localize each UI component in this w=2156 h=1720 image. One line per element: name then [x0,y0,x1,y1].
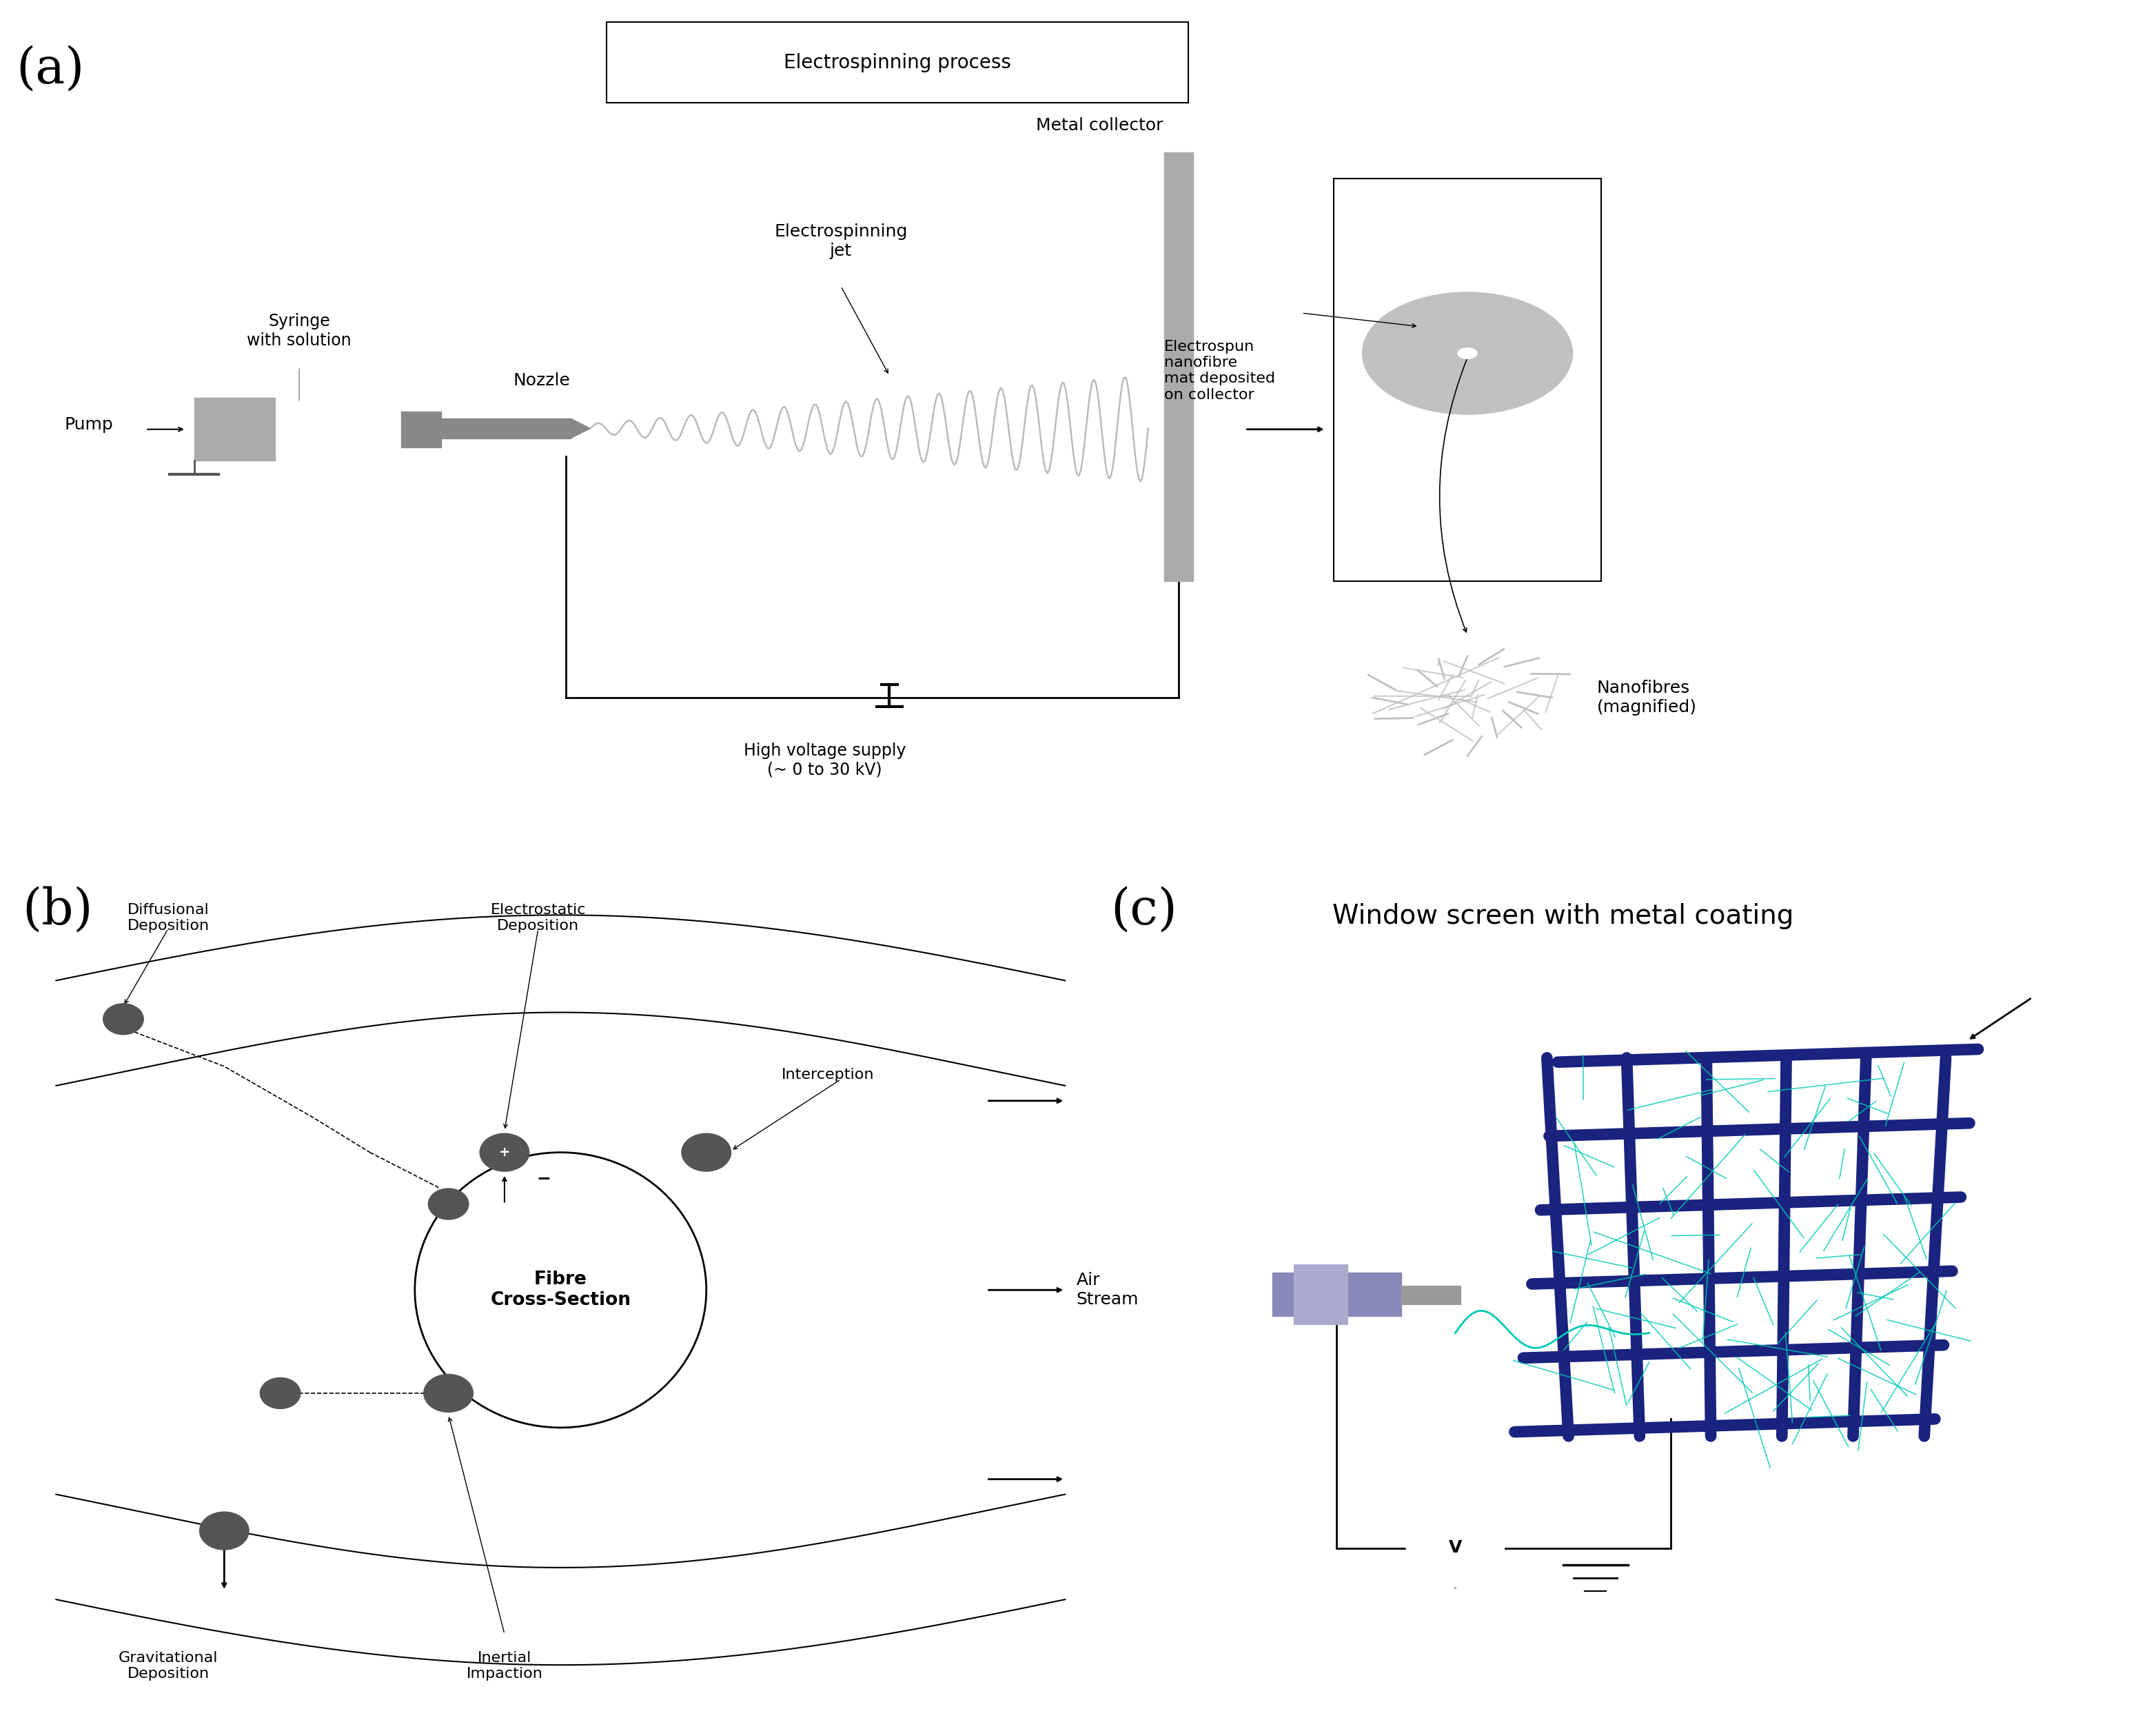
Circle shape [261,1378,300,1409]
Text: Fibre
Cross-Section: Fibre Cross-Section [489,1271,632,1309]
Ellipse shape [414,1152,707,1428]
Text: Air
Stream: Air Stream [1076,1273,1138,1307]
Bar [192,402,401,456]
Circle shape [681,1133,731,1171]
Circle shape [1408,1510,1505,1586]
Bar [1272,1273,1401,1316]
Text: Electrospun
nanofibre
mat deposited
on collector: Electrospun nanofibre mat deposited on c… [1164,341,1274,402]
Circle shape [429,1189,468,1219]
Text: Syringe
with solution: Syringe with solution [248,313,351,349]
Circle shape [103,1004,144,1034]
Text: Electrospinning process: Electrospinning process [785,53,1011,72]
Text: Gravitational
Deposition: Gravitational Deposition [119,1651,218,1680]
Circle shape [481,1133,528,1171]
Text: +: + [498,1146,511,1159]
Text: Metal collector: Metal collector [1037,117,1162,134]
Text: (a): (a) [17,45,84,93]
Text: High voltage supply
(~ 0 to 30 kV): High voltage supply (~ 0 to 30 kV) [744,743,906,777]
Text: Nozzle: Nozzle [513,373,569,389]
Circle shape [425,1374,472,1412]
Text: V: V [1449,1539,1462,1557]
Bar [401,411,442,447]
Circle shape [201,1512,248,1550]
Text: Window screen with metal coating: Window screen with metal coating [1332,903,1794,929]
Text: (b): (b) [22,886,93,934]
Text: Inertial
Impaction: Inertial Impaction [466,1651,543,1680]
Bar [194,397,276,461]
Text: Diffusional
Deposition: Diffusional Deposition [127,903,209,932]
Text: Electrospinning
jet: Electrospinning jet [774,224,908,260]
Circle shape [1457,347,1477,359]
Text: Pump: Pump [65,416,114,433]
Text: −: − [537,1170,552,1187]
Ellipse shape [1363,292,1572,415]
Bar [442,418,571,439]
Text: (c): (c) [1110,886,1177,934]
Bar [1294,1264,1348,1324]
Bar [1335,179,1602,581]
Text: Interception: Interception [783,1068,875,1082]
Polygon shape [571,418,591,439]
FancyBboxPatch shape [606,22,1188,103]
Bar [1401,1287,1462,1304]
Bar [1164,151,1194,581]
Text: Electrostatic
Deposition: Electrostatic Deposition [489,903,586,932]
Text: Nanofibres
(magnified): Nanofibres (magnified) [1598,679,1697,716]
